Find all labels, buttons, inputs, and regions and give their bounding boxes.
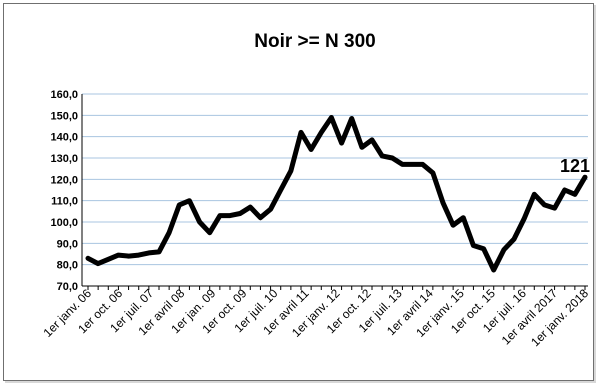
data-point: [493, 269, 495, 271]
data-point: [209, 232, 211, 234]
y-tick-label: 130,0: [50, 153, 78, 165]
y-tick-label: 100,0: [50, 217, 78, 229]
data-point: [229, 215, 231, 217]
data-point: [87, 257, 89, 259]
data-point: [341, 142, 343, 144]
data-point: [280, 189, 282, 191]
data-point: [503, 249, 505, 251]
data-point: [584, 176, 586, 178]
data-point: [178, 204, 180, 206]
data-point: [554, 207, 556, 209]
data-point: [442, 202, 444, 204]
y-tick-label: 90,0: [57, 238, 78, 250]
data-point: [239, 212, 241, 214]
data-point: [219, 215, 221, 217]
y-tick-label: 160,0: [50, 89, 78, 101]
data-point: [533, 193, 535, 195]
data-point: [148, 252, 150, 254]
data-point: [310, 148, 312, 150]
data-point: [351, 118, 353, 120]
y-tick-label: 70,0: [57, 281, 78, 293]
data-point: [472, 244, 474, 246]
data-point: [381, 155, 383, 157]
data-point: [259, 217, 261, 219]
data-point: [320, 131, 322, 133]
data-point: [158, 251, 160, 253]
data-point: [523, 218, 525, 220]
data-point: [300, 131, 302, 133]
y-tick-label: 80,0: [57, 260, 78, 272]
y-tick-label: 150,0: [50, 110, 78, 122]
data-point: [412, 163, 414, 165]
data-point: [168, 232, 170, 234]
data-point: [452, 224, 454, 226]
data-point: [401, 163, 403, 165]
data-point: [371, 139, 373, 141]
data-point: [462, 217, 464, 219]
data-point: [270, 208, 272, 210]
data-point: [432, 172, 434, 174]
data-point: [391, 157, 393, 159]
data-point: [513, 238, 515, 240]
data-point: [249, 206, 251, 208]
data-point: [543, 204, 545, 206]
y-tick-label: 120,0: [50, 174, 78, 186]
data-point: [483, 248, 485, 250]
last-value-label: 121: [560, 156, 590, 176]
data-point: [188, 200, 190, 202]
chart-title: Noir >= N 300: [254, 31, 375, 52]
data-point: [97, 263, 99, 265]
y-tick-label: 140,0: [50, 132, 78, 144]
chart-frame: [3, 3, 594, 381]
series-line: [85, 115, 588, 273]
data-point: [361, 146, 363, 148]
data-point: [117, 254, 119, 256]
data-point: [128, 255, 130, 257]
data-point: [422, 163, 424, 165]
data-point: [107, 258, 109, 260]
data-point: [330, 116, 332, 118]
data-point: [290, 170, 292, 172]
y-tick-label: 110,0: [51, 196, 78, 208]
data-point: [564, 189, 566, 191]
data-point: [574, 193, 576, 195]
data-point: [138, 254, 140, 256]
data-point: [199, 221, 201, 223]
